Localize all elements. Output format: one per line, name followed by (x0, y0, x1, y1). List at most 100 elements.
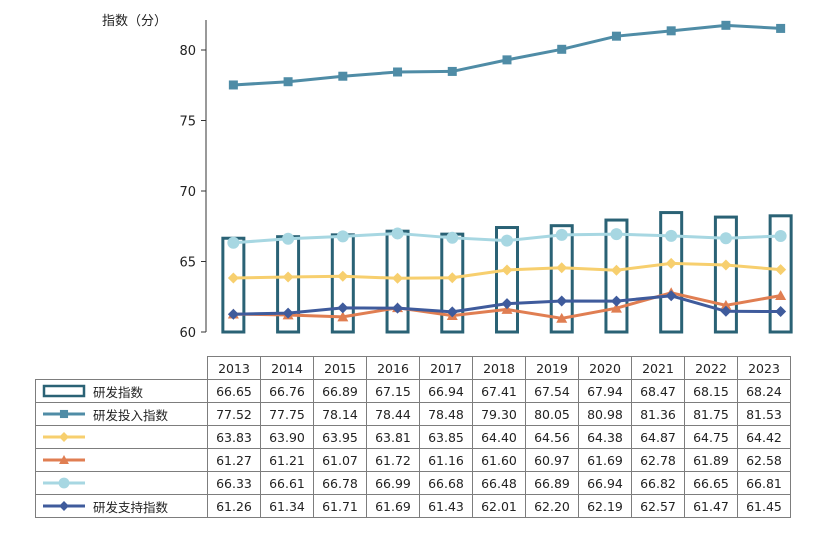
series-5-point-2022 (720, 305, 732, 317)
data-label: 62.57 (631, 494, 685, 518)
series-5-point-2015 (337, 302, 349, 314)
series-2-point-2019 (556, 262, 568, 274)
data-label: 66.99 (366, 471, 420, 495)
data-label: 61.34 (260, 494, 314, 518)
table-corner (35, 356, 208, 380)
table-row: 63.83 63.90 63.95 63.81 63.85 64.40 64.56 64.38… (35, 425, 791, 449)
data-label: 81.36 (631, 402, 685, 426)
data-label: 66.61 (260, 471, 314, 495)
series-4-point-2016 (391, 227, 404, 240)
data-label: 68.24 (737, 379, 791, 403)
x-tick-label: 2019 (525, 356, 579, 380)
series-2-point-2021 (665, 257, 677, 269)
y-tick-label: 65 (179, 256, 196, 271)
legend-swatch (41, 453, 87, 467)
data-label: 66.94 (419, 379, 473, 403)
legend-swatch (41, 476, 87, 490)
series-4-point-2022 (719, 232, 732, 245)
data-label: 80.98 (578, 402, 632, 426)
x-tick-label: 2013 (207, 356, 261, 380)
data-label: 63.83 (207, 425, 261, 449)
legend-entry (35, 448, 208, 472)
series-5-point-2020 (610, 295, 622, 307)
legend-marker (58, 477, 70, 489)
data-label: 78.48 (419, 402, 473, 426)
data-label: 68.47 (631, 379, 685, 403)
legend-swatch (41, 384, 87, 398)
data-label: 66.33 (207, 471, 261, 495)
bar-2022 (713, 215, 738, 334)
table-row: 研发投入指数 77.52 77.75 78.14 78.44 78.48 79.30 80.0… (35, 402, 791, 426)
data-label: 66.76 (260, 379, 314, 403)
data-label: 66.81 (737, 471, 791, 495)
table-row: 66.33 66.61 66.78 66.99 66.68 66.48 66.89 66.94… (35, 471, 791, 495)
series-line-1 (233, 23, 781, 87)
table-row: 研发指数 66.65 66.76 66.89 67.15 66.94 67.41 67.54 6… (35, 379, 791, 403)
legend-marker (59, 432, 69, 442)
series-1-point-2017 (447, 66, 457, 76)
data-label: 61.27 (207, 448, 261, 472)
legend-entry: 研发指数 (35, 379, 208, 403)
series-5-point-2021 (665, 290, 677, 302)
data-label: 61.89 (684, 448, 738, 472)
data-label: 63.85 (419, 425, 473, 449)
data-label: 79.30 (472, 402, 526, 426)
series-4-point-2014 (282, 232, 295, 245)
bar-2020 (604, 218, 629, 334)
legend-label: 研发指数 (93, 384, 144, 400)
series-4-point-2015 (336, 230, 349, 243)
data-label: 61.45 (737, 494, 791, 518)
x-tick-label: 2017 (419, 356, 473, 380)
series-5-point-2013 (227, 308, 239, 320)
data-label: 66.89 (525, 471, 579, 495)
series-1-point-2015 (338, 71, 348, 81)
series-2-point-2015 (337, 270, 349, 282)
legend-entry: 研发支持指数 (35, 494, 208, 518)
bar-2019 (549, 224, 574, 334)
series-3-point-2023 (775, 290, 787, 301)
series-1-point-2021 (666, 26, 676, 36)
data-label: 61.43 (419, 494, 473, 518)
data-label: 67.94 (578, 379, 632, 403)
data-label: 67.41 (472, 379, 526, 403)
table-row: 研发支持指数 61.26 61.34 61.71 61.69 61.43 62.01 62.2… (35, 494, 791, 518)
data-label: 64.38 (578, 425, 632, 449)
legend-entry (35, 471, 208, 495)
y-axis-label: 指数（分） (102, 14, 167, 29)
legend-marker (59, 501, 69, 511)
series-1-point-2019 (557, 44, 567, 54)
data-label: 81.53 (737, 402, 791, 426)
series-1-point-2013 (228, 80, 238, 90)
bar-2023 (768, 214, 793, 334)
data-label: 78.44 (366, 402, 420, 426)
series-4-point-2023 (774, 229, 787, 242)
data-label: 66.78 (313, 471, 367, 495)
series-4-point-2020 (610, 228, 623, 241)
y-tick-label: 80 (179, 44, 196, 59)
series-4-point-2013 (227, 236, 240, 249)
data-label: 67.15 (366, 379, 420, 403)
data-label: 63.81 (366, 425, 420, 449)
series-2-point-2016 (392, 272, 404, 284)
x-tick-label: 2022 (684, 356, 738, 380)
series-1-point-2018 (502, 55, 512, 65)
series-4-point-2018 (501, 234, 513, 247)
data-label: 63.95 (313, 425, 367, 449)
data-label: 66.89 (313, 379, 367, 403)
bar-2021 (659, 211, 684, 334)
x-tick-label: 2015 (313, 356, 367, 380)
legend-label: 研发投入指数 (93, 407, 169, 423)
series-5-point-2019 (556, 295, 568, 307)
series-5-point-2016 (392, 302, 404, 314)
series-1-point-2020 (611, 31, 621, 41)
x-tick-label: 2018 (472, 356, 526, 380)
legend-bar-swatch (42, 384, 86, 398)
data-label: 64.56 (525, 425, 579, 449)
series-2-point-2018 (501, 264, 513, 276)
data-label: 77.52 (207, 402, 261, 426)
data-label: 80.05 (525, 402, 579, 426)
series-2-point-2022 (720, 259, 732, 271)
data-label: 61.07 (313, 448, 367, 472)
data-label: 66.94 (578, 471, 632, 495)
y-tick-label: 75 (179, 115, 196, 130)
